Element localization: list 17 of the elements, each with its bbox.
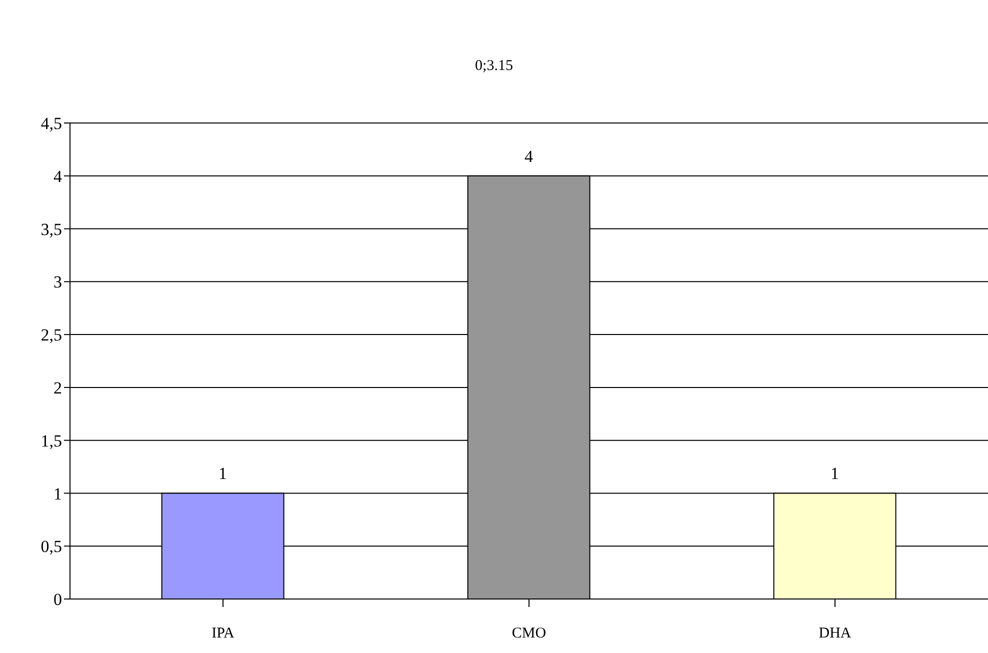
data-label: 1 bbox=[830, 464, 840, 484]
y-tick-label: 2,5 bbox=[40, 326, 62, 345]
y-tick-label: 4 bbox=[54, 166, 62, 186]
y-tick-label: 0 bbox=[54, 590, 62, 610]
x-tick-label: IPA bbox=[212, 626, 235, 642]
x-tick-label: CMO bbox=[512, 626, 546, 642]
data-label: 1 bbox=[218, 464, 228, 484]
y-tick-label: 3,5 bbox=[40, 220, 62, 239]
data-label: 4 bbox=[524, 146, 534, 166]
y-tick-label: 0,5 bbox=[40, 537, 62, 556]
x-tick-label: DHA bbox=[818, 626, 852, 642]
y-tick-label: 1 bbox=[54, 484, 62, 504]
y-tick-label: 2 bbox=[54, 378, 62, 398]
y-tick-label: 4,5 bbox=[40, 114, 62, 134]
chart-title: 0;3.15 bbox=[474, 58, 514, 75]
y-tick-label: 3 bbox=[54, 272, 62, 292]
y-tick-label: 1,5 bbox=[40, 431, 62, 450]
